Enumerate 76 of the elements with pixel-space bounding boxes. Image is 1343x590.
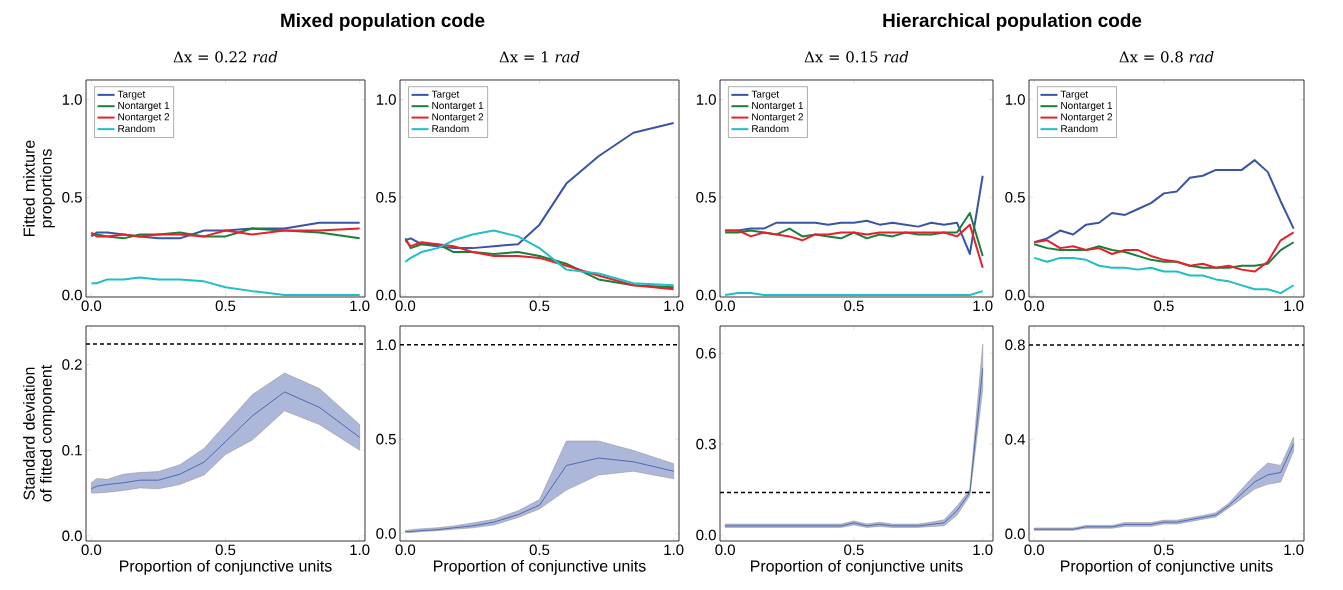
chart-title: Hierarchical population code <box>883 13 1142 31</box>
y-tick-label: 0.0 <box>376 289 396 301</box>
y-tick-label: 0.4 <box>1005 434 1026 445</box>
y-tick-label: 0.0 <box>1005 289 1025 301</box>
legend-label: Random <box>118 124 155 133</box>
x-tick-label: 0.0 <box>1024 300 1044 312</box>
y-tick-label: 0.5 <box>376 433 396 445</box>
x-tick-label: 1.0 <box>664 544 684 556</box>
y-axis-title: Standard deviation of fitted component <box>23 364 55 502</box>
legend-label: Nontarget 2 <box>432 113 484 123</box>
legend-label: Nontarget 1 <box>118 102 170 111</box>
x-tick-label: 0.5 <box>215 544 236 556</box>
x-tick-label: 1.0 <box>350 300 370 312</box>
x-tick-label: 0.0 <box>1024 544 1044 556</box>
y-tick-label: 1.0 <box>62 94 82 105</box>
x-tick-label: 1.0 <box>1284 300 1304 312</box>
legend-label: Nontarget 1 <box>432 102 484 111</box>
x-tick-label: 0.5 <box>529 300 550 312</box>
y-tick-label: 0.6 <box>696 347 716 359</box>
y-tick-label: 0.5 <box>376 192 396 203</box>
legend-label: Random <box>752 124 789 133</box>
y-tick-label: 1.0 <box>1005 94 1025 105</box>
y-tick-label: 1.0 <box>376 94 396 105</box>
chart-subtitle: Δx = 1 rad <box>499 50 580 63</box>
x-tick-label: 0.0 <box>395 544 416 556</box>
legend-label: Nontarget 2 <box>1061 113 1113 123</box>
x-tick-label: 0.5 <box>529 544 550 556</box>
x-tick-label: 0.5 <box>1154 544 1174 556</box>
x-axis-title: Proportion of conjunctive units <box>120 559 332 575</box>
x-axis-title: Proportion of conjunctive units <box>1061 559 1273 575</box>
chart-subtitle: Δx = 0.8 rad <box>1119 50 1214 63</box>
y-tick-label: 0.5 <box>1005 192 1025 203</box>
x-tick-label: 0.5 <box>215 300 236 312</box>
y-tick-label: 0.5 <box>696 192 716 203</box>
y-tick-label: 0.0 <box>62 530 82 542</box>
y-tick-label: 0.3 <box>696 438 716 450</box>
legend-label: Random <box>432 124 469 133</box>
x-tick-label: 0.0 <box>81 300 102 312</box>
x-tick-label: 0.0 <box>395 300 416 312</box>
chart-subtitle: Δx = 0.22 rad <box>173 50 278 63</box>
x-tick-label: 0.0 <box>715 544 735 556</box>
x-tick-label: 1.0 <box>973 300 993 312</box>
y-tick-label: 0.0 <box>62 289 82 301</box>
legend-label: Nontarget 1 <box>1061 102 1113 111</box>
x-tick-label: 1.0 <box>664 300 684 312</box>
x-tick-label: 1.0 <box>973 544 993 556</box>
legend-label: Nontarget 1 <box>752 102 803 111</box>
x-axis-title: Proportion of conjunctive units <box>434 559 646 575</box>
x-tick-label: 0.0 <box>715 300 735 312</box>
legend-label: Target <box>1060 90 1089 100</box>
x-tick-label: 0.5 <box>844 544 864 556</box>
x-tick-label: 0.5 <box>844 300 864 312</box>
y-tick-label: 0.1 <box>62 444 82 456</box>
y-tick-label: 0.5 <box>62 192 82 203</box>
legend-label: Target <box>751 90 780 100</box>
y-tick-label: 1.0 <box>696 94 716 105</box>
y-tick-label: 0.8 <box>1005 339 1025 351</box>
x-axis-title: Proportion of conjunctive units <box>751 559 963 575</box>
x-tick-label: 1.0 <box>1284 544 1304 556</box>
x-tick-label: 1.0 <box>350 544 370 556</box>
y-tick-label: 1.0 <box>376 339 396 351</box>
legend-label: Nontarget 2 <box>752 113 803 123</box>
legend-label: Nontarget 2 <box>118 113 170 123</box>
x-tick-label: 0.5 <box>1154 300 1174 312</box>
chart-subtitle: Δx = 0.15 rad <box>804 50 909 63</box>
x-tick-label: 0.0 <box>81 544 102 556</box>
y-tick-label: 0.0 <box>696 529 716 541</box>
y-tick-label: 0.0 <box>696 289 716 301</box>
y-tick-label: 0.0 <box>376 528 396 539</box>
chart-title: Mixed population code <box>281 13 485 31</box>
legend-label: Target <box>117 90 146 100</box>
legend-label: Target <box>431 90 460 100</box>
y-axis-title: Fitted mixture proportions <box>23 140 55 236</box>
y-tick-label: 0.2 <box>62 359 82 370</box>
y-tick-label: 0.0 <box>1005 528 1025 540</box>
legend-label: Random <box>1061 124 1098 133</box>
